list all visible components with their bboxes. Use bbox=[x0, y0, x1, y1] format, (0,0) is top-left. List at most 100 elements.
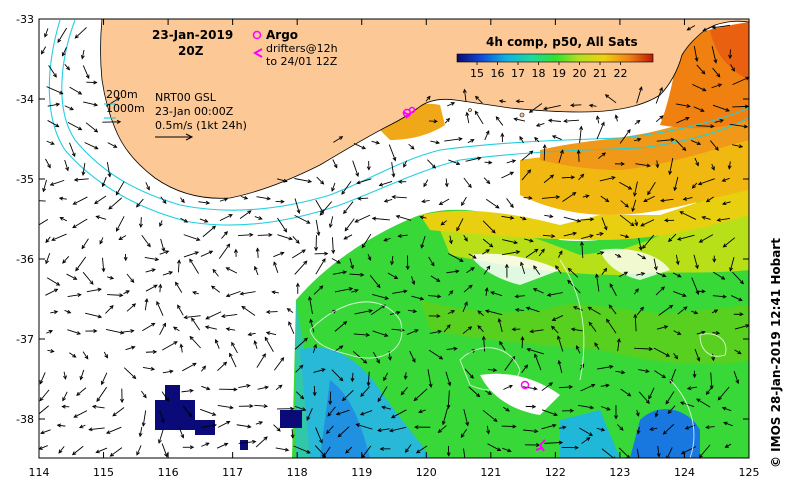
current-arrow bbox=[415, 445, 428, 454]
current-arrow bbox=[309, 318, 315, 333]
map-frame bbox=[38, 18, 750, 459]
drifter-track bbox=[402, 111, 411, 119]
current-arrow bbox=[477, 310, 484, 316]
current-arrow bbox=[264, 336, 274, 352]
current-arrow bbox=[217, 405, 234, 410]
current-arrow bbox=[633, 181, 638, 197]
current-arrow bbox=[619, 214, 635, 227]
current-arrow bbox=[288, 321, 295, 334]
current-arrow bbox=[633, 288, 639, 295]
current-arrow bbox=[482, 220, 496, 234]
current-arrow bbox=[722, 237, 736, 248]
current-arrow bbox=[39, 389, 50, 402]
current-arrow bbox=[256, 353, 266, 368]
current-arrow bbox=[514, 307, 524, 312]
current-arrow bbox=[463, 448, 466, 458]
current-arrow bbox=[616, 424, 624, 431]
current-arrow bbox=[157, 429, 164, 444]
current-arrow bbox=[696, 64, 706, 75]
current-arrow bbox=[265, 331, 277, 336]
current-arrow bbox=[423, 179, 429, 188]
current-arrow bbox=[500, 132, 505, 143]
current-arrow bbox=[371, 216, 390, 221]
contour-legend-200m: 200m bbox=[106, 88, 138, 101]
current-arrow bbox=[580, 383, 596, 392]
current-arrow bbox=[201, 442, 210, 447]
y-tick-label: -35 bbox=[16, 173, 34, 186]
current-arrow bbox=[64, 159, 69, 172]
current-arrow bbox=[294, 215, 311, 224]
current-arrow bbox=[40, 429, 51, 435]
current-arrow bbox=[673, 176, 679, 192]
current-arrow bbox=[73, 177, 89, 182]
current-arrow bbox=[521, 150, 534, 161]
current-arrow bbox=[673, 330, 682, 335]
current-arrow bbox=[161, 391, 170, 402]
current-arrow bbox=[561, 175, 576, 180]
current-arrow bbox=[354, 309, 374, 315]
y-tick-label: -36 bbox=[16, 253, 34, 266]
current-arrow bbox=[461, 196, 467, 207]
current-arrow bbox=[653, 347, 671, 357]
current-arrow bbox=[668, 157, 674, 176]
current-arrow bbox=[523, 386, 538, 391]
current-arrow bbox=[172, 326, 180, 332]
current-arrow bbox=[225, 290, 241, 298]
current-arrow bbox=[734, 349, 742, 355]
x-tick-label: 124 bbox=[674, 466, 695, 479]
current-arrow bbox=[85, 329, 98, 334]
current-arrow bbox=[123, 367, 137, 380]
current-arrow bbox=[419, 215, 427, 220]
current-arrow bbox=[463, 284, 473, 293]
current-arrow bbox=[694, 348, 701, 362]
current-arrow bbox=[636, 306, 644, 316]
current-arrow bbox=[189, 258, 199, 274]
current-arrow bbox=[503, 384, 513, 390]
current-arrow bbox=[229, 352, 237, 368]
current-arrow bbox=[343, 234, 353, 240]
current-arrow bbox=[608, 304, 617, 315]
current-arrow bbox=[615, 370, 626, 375]
current-arrow bbox=[217, 361, 228, 371]
current-arrow bbox=[463, 409, 470, 427]
current-arrow bbox=[256, 196, 272, 201]
current-arrow bbox=[331, 258, 342, 264]
current-arrow bbox=[577, 404, 595, 410]
current-arrow bbox=[177, 259, 181, 273]
current-arrow bbox=[501, 171, 515, 179]
current-arrow bbox=[383, 237, 391, 242]
current-arrow bbox=[460, 428, 468, 439]
current-arrow bbox=[721, 177, 730, 182]
current-arrow bbox=[667, 405, 676, 415]
colorbar-tick-label: 20 bbox=[573, 67, 587, 80]
current-arrow bbox=[519, 135, 524, 144]
current-arrow bbox=[123, 254, 128, 262]
current-arrow bbox=[349, 258, 354, 270]
current-arrow bbox=[636, 426, 641, 435]
current-arrow bbox=[314, 251, 329, 256]
current-arrow bbox=[519, 216, 527, 221]
current-arrow bbox=[85, 122, 99, 133]
current-arrow bbox=[64, 105, 74, 111]
current-arrow bbox=[444, 117, 451, 124]
current-arrow bbox=[94, 195, 107, 205]
current-arrow bbox=[444, 178, 449, 188]
current-arrow bbox=[84, 142, 99, 150]
current-arrow bbox=[599, 176, 616, 182]
current-arrow bbox=[682, 196, 693, 201]
current-arrow bbox=[106, 161, 112, 178]
current-arrow bbox=[729, 257, 735, 272]
drifter-legend-line2: to 24/01 12Z bbox=[266, 55, 338, 68]
current-arrow bbox=[407, 309, 418, 314]
current-arrow bbox=[64, 309, 72, 314]
current-arrow bbox=[648, 387, 655, 400]
current-arrow bbox=[660, 198, 674, 203]
current-arrow bbox=[567, 267, 579, 278]
current-arrow bbox=[653, 258, 658, 271]
current-arrow bbox=[120, 388, 125, 404]
hour-label: 20Z bbox=[178, 44, 204, 58]
current-arrow bbox=[397, 233, 408, 238]
current-arrow bbox=[204, 325, 218, 330]
current-arrow bbox=[201, 365, 207, 372]
current-arrow bbox=[490, 291, 503, 297]
